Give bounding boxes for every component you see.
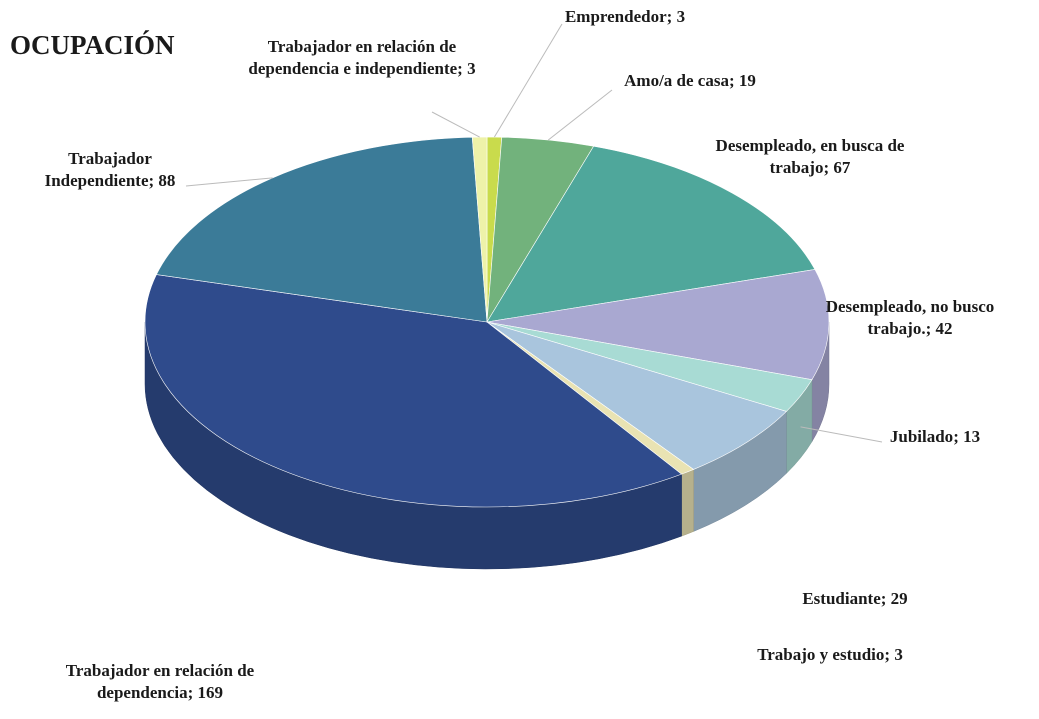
pie-slice xyxy=(155,136,488,323)
data-label: Desempleado, no busco trabajo.; 42 xyxy=(825,297,995,338)
value-label: 42 xyxy=(935,319,953,338)
pie-slice xyxy=(486,145,816,323)
data-label: Amo/a de casa; 19 xyxy=(624,71,756,90)
data-label: Desempleado, en busca de trabajo; 67 xyxy=(715,136,905,177)
value-label: 169 xyxy=(197,683,224,702)
category-label: Amo/a de casa xyxy=(624,71,729,90)
value-label: 67 xyxy=(833,158,851,177)
leader-line xyxy=(185,177,273,187)
data-label: Emprendedor; 3 xyxy=(564,7,686,26)
chart-title: OCUPACIÓN xyxy=(10,30,175,60)
leader-line xyxy=(431,111,480,138)
leader-line xyxy=(493,23,563,138)
category-label: Trabajador en relación de dependencia e … xyxy=(248,37,458,78)
value-label: 19 xyxy=(738,71,756,90)
pie-slice xyxy=(144,274,683,508)
pie-side xyxy=(681,469,694,537)
category-label: Emprendedor xyxy=(564,7,667,26)
value-label: 3 xyxy=(894,645,903,664)
category-label: Trabajador Independiente xyxy=(44,149,152,190)
category-label: Desempleado, en busca de trabajo xyxy=(715,136,905,177)
value-label: 13 xyxy=(963,427,981,446)
data-label: Jubilado; 13 xyxy=(889,427,981,446)
category-label: Trabajador en relación de dependencia xyxy=(65,661,255,702)
pie-slice xyxy=(486,269,830,381)
data-label: Trabajador en relación de dependencia; 1… xyxy=(65,661,255,702)
value-label: 3 xyxy=(467,59,476,78)
category-label: Desempleado, no busco trabajo. xyxy=(825,297,995,338)
category-label: Trabajo y estudio xyxy=(757,645,885,664)
leader-line xyxy=(547,89,613,141)
leader-line xyxy=(800,426,883,443)
data-label: Estudiante; 29 xyxy=(802,589,908,608)
category-label: Jubilado xyxy=(889,427,954,446)
pie-slice xyxy=(486,321,787,470)
pie-slice xyxy=(471,136,488,323)
data-label: Trabajo y estudio; 3 xyxy=(757,645,903,664)
category-label: Estudiante xyxy=(802,589,881,608)
data-label: Trabajador Independiente; 88 xyxy=(44,149,176,190)
value-label: 88 xyxy=(158,171,176,190)
data-label: Trabajador en relación de dependencia e … xyxy=(248,37,476,78)
value-label: 3 xyxy=(676,7,686,26)
value-label: 29 xyxy=(890,589,908,608)
